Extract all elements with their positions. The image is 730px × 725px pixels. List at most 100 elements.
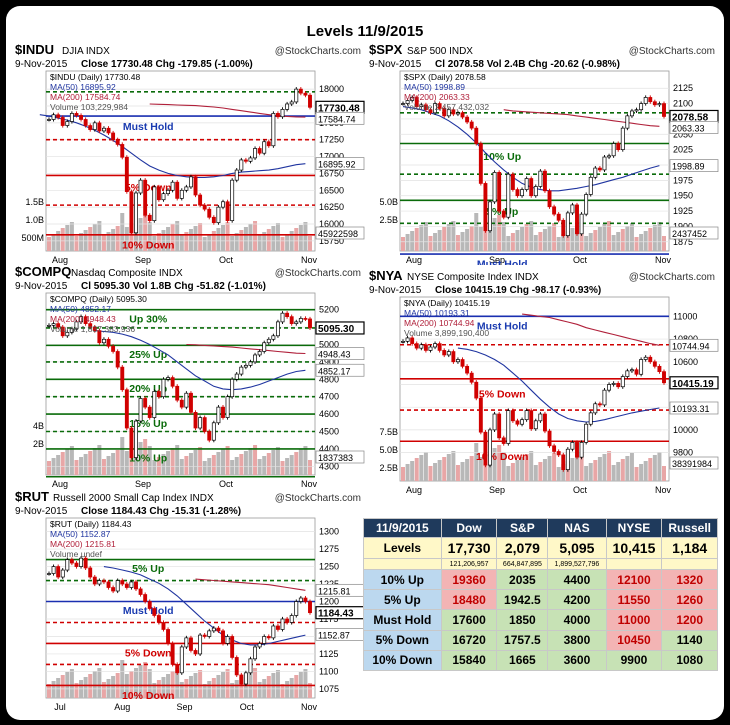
price-bar — [294, 88, 299, 103]
x-tick-label: Aug — [114, 702, 130, 712]
price-bar — [143, 594, 148, 602]
volume-bar — [446, 454, 451, 481]
volume-bar — [547, 226, 552, 251]
legend-entry: MA(200) 1215.81 — [50, 539, 116, 549]
price-badge-label: 10415.19 — [672, 379, 714, 390]
y-tick-label: 4700 — [319, 392, 339, 402]
price-bar — [488, 429, 492, 466]
price-bar — [419, 104, 424, 107]
price-badge-label: 5095.30 — [318, 324, 355, 335]
volume-bar — [501, 222, 506, 251]
price-bar — [492, 413, 497, 431]
y-tick-label: 11000 — [673, 311, 697, 321]
y-tick-label: 5200 — [319, 305, 339, 315]
volume-bar — [497, 445, 502, 481]
volume-bar — [221, 225, 225, 251]
chart-stats: Close 10415.19 Chg -98.17 (-0.93%) — [435, 285, 601, 296]
x-tick-label: Sep — [176, 702, 192, 712]
volume-bar — [161, 454, 166, 475]
legend-entry: Volume undef — [50, 549, 103, 559]
volume-bar — [446, 224, 451, 251]
price-bar — [65, 121, 70, 126]
chart-symbol: $COMPQ — [15, 265, 71, 279]
price-bar — [124, 583, 129, 588]
volume-bar — [101, 459, 106, 475]
price-bar — [474, 381, 479, 399]
price-bar — [221, 201, 225, 208]
price-bar — [510, 410, 515, 422]
price-bar — [639, 103, 644, 111]
price-bar — [602, 156, 607, 171]
x-tick-label: Aug — [406, 255, 422, 265]
table-cell: 11000 — [605, 609, 663, 631]
price-bar — [239, 366, 244, 375]
volume-bar — [225, 669, 230, 698]
volume-bar — [529, 451, 534, 481]
price-bar — [138, 588, 143, 595]
price-bar — [634, 109, 639, 112]
volume-bar — [414, 458, 419, 481]
table-row: Must Hold 17600 1850 4000 11000 1200 — [363, 609, 718, 631]
price-bar — [262, 636, 267, 644]
price-bar — [652, 361, 657, 367]
volume-bar — [83, 677, 88, 698]
volume-bar — [216, 675, 221, 698]
price-bar — [230, 636, 235, 658]
price-bar — [474, 127, 479, 144]
price-bar — [437, 103, 442, 109]
volume-bar — [547, 456, 552, 481]
price-bar — [56, 323, 61, 328]
price-bar — [74, 562, 79, 567]
price-bar — [442, 108, 447, 117]
price-bar — [488, 201, 492, 232]
price-badge-label: 2063.33 — [672, 123, 705, 133]
volume-bar — [106, 679, 111, 698]
price-bar — [607, 384, 612, 391]
chart-date: 9-Nov-2015 — [15, 59, 68, 70]
price-bar — [88, 323, 93, 328]
price-bar — [106, 338, 111, 347]
table-cell: 1942.5 — [496, 589, 549, 611]
price-bar — [401, 340, 405, 343]
price-bar — [120, 366, 125, 391]
price-bar — [92, 576, 97, 585]
volume-bar — [643, 231, 648, 251]
chart-compq: $COMPQ Nasdaq Composite INDX @StockCharts.… — [15, 265, 365, 489]
volume-tick-label: 1.0B — [25, 215, 44, 225]
price-bar — [579, 213, 584, 235]
price-bar — [170, 643, 175, 665]
price-bar — [575, 204, 579, 235]
price-bar — [97, 330, 102, 344]
volume-bar — [193, 450, 198, 475]
price-bar — [405, 337, 410, 342]
level-label: 10% Up — [129, 453, 167, 465]
volume-bar — [188, 453, 193, 475]
price-bar — [74, 321, 79, 330]
volume-bar — [298, 225, 303, 251]
volume-bar — [143, 215, 148, 251]
price-bar — [520, 189, 525, 197]
legend-entry: Volume 3,899,190,400 — [404, 328, 489, 338]
price-bar — [202, 204, 207, 210]
volume-bar — [92, 671, 97, 698]
ma50-line — [457, 347, 660, 423]
price-bar — [83, 557, 88, 569]
table-cell: 10450 — [605, 629, 663, 651]
volume-bar — [524, 454, 529, 481]
price-bar — [257, 643, 262, 648]
price-bar — [97, 580, 102, 585]
table-row: 5% Down 16720 1757.5 3800 10450 1140 — [363, 629, 718, 651]
y-tick-label: 4900 — [319, 357, 339, 367]
volume-bar — [510, 463, 515, 481]
legend-entry: Volume 2,457,432,032 — [404, 102, 489, 112]
price-bar — [138, 179, 143, 194]
price-bar — [124, 389, 129, 429]
y-tick-label: 4300 — [319, 461, 339, 471]
price-bar — [469, 121, 474, 129]
volume-bar — [294, 228, 299, 251]
price-bar — [101, 580, 106, 583]
price-bar — [515, 420, 520, 425]
volume-bar — [478, 457, 483, 481]
volume-bar — [556, 467, 561, 481]
price-bar — [115, 139, 120, 145]
